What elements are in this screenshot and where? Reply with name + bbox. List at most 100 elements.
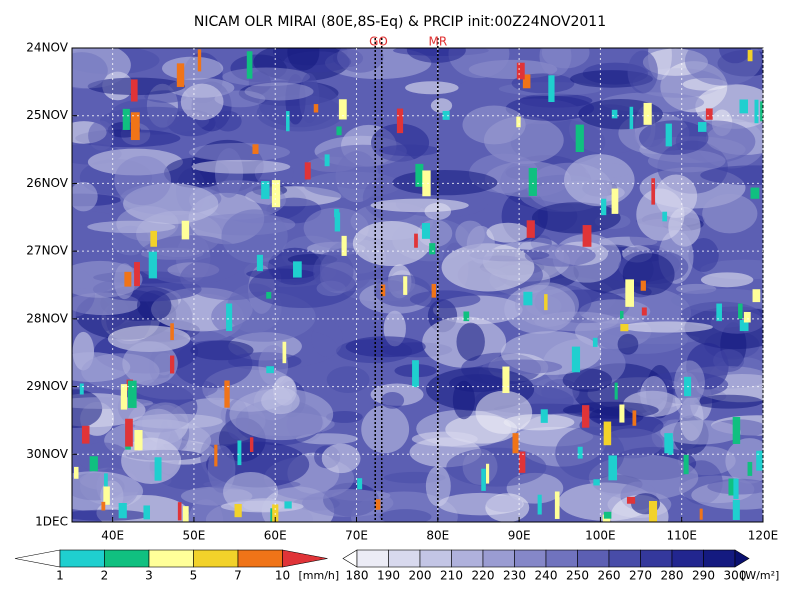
precip-patch — [593, 479, 600, 486]
precip-patch — [431, 283, 437, 298]
cloud-patch — [319, 247, 373, 292]
precip-patch — [154, 457, 162, 481]
precip-patch — [512, 433, 519, 454]
x-tick-label: 90E — [508, 529, 531, 543]
cloud-patch — [694, 394, 763, 409]
precip-patch — [629, 106, 634, 130]
precip-patch — [338, 99, 347, 120]
cloud-patch — [72, 181, 98, 212]
colorbar-arrow — [282, 549, 328, 568]
precip-patch — [421, 223, 430, 239]
precip-patch — [665, 123, 672, 147]
precip-patch — [415, 163, 424, 187]
precip-patch — [683, 454, 689, 475]
cloud-patch — [627, 50, 658, 94]
cloud-patch — [191, 159, 291, 174]
cloud-patch — [72, 397, 154, 409]
colorbar-arrow — [734, 549, 750, 568]
cloud-patch — [539, 48, 572, 77]
cloud-patch — [621, 321, 713, 333]
cloud-patch — [287, 48, 320, 71]
precip-patch — [284, 501, 292, 509]
colorbar-label: 290 — [692, 569, 715, 583]
cloud-patch — [725, 438, 763, 484]
precip-patch — [548, 75, 555, 103]
cloud-patch — [446, 447, 547, 487]
cloud-patch — [455, 220, 485, 249]
precip-patch — [743, 311, 751, 323]
colorbar-box — [577, 549, 610, 568]
colorbar-box — [104, 549, 150, 568]
chart-title: NICAM OLR MIRAI (80E,8S-Eq) & PRCIP init… — [194, 14, 606, 30]
precip-patch — [282, 341, 287, 364]
cloud-patch — [261, 387, 300, 415]
colorbar-label: 5 — [190, 569, 198, 583]
precip-patch — [237, 440, 242, 466]
precip-patch — [601, 198, 607, 216]
colorbar-box — [451, 549, 484, 568]
cloud-patch — [411, 431, 478, 447]
precip-patch — [528, 167, 537, 196]
precip-patch — [246, 51, 253, 79]
x-tick-label: 110E — [666, 529, 697, 543]
precip-patch — [122, 108, 130, 130]
colorbar-box — [608, 549, 641, 568]
colorbar-label: 220 — [472, 569, 495, 583]
precip-patch — [481, 468, 486, 491]
colorbar-box — [356, 549, 389, 568]
precip-patch — [603, 421, 612, 446]
cloud-patch — [246, 268, 316, 280]
precip-patch — [537, 494, 542, 515]
precip-patch — [526, 220, 535, 238]
colorbar-box — [640, 549, 673, 568]
precip-patch — [651, 178, 656, 205]
cloud-patch — [180, 83, 224, 121]
precip-patch — [732, 499, 740, 520]
cloud-patch — [578, 98, 664, 130]
cloud-patch — [406, 48, 466, 63]
y-tick-label: 26NOV — [26, 176, 68, 190]
cloud-patch — [441, 243, 535, 292]
x-tick-label: 40E — [101, 529, 124, 543]
cloud-patch — [361, 405, 410, 454]
precip-patch — [620, 323, 629, 332]
y-tick-label: 25NOV — [26, 108, 68, 122]
precip-patch — [626, 496, 636, 504]
precip-patch — [699, 508, 703, 520]
cloud-patch — [688, 237, 719, 272]
precip-patch — [733, 478, 739, 499]
colorbar-label: 250 — [566, 569, 589, 583]
precip-patch — [611, 188, 619, 214]
precip-patch — [304, 162, 311, 180]
y-tick-label: 29NOV — [26, 379, 68, 393]
cloud-patch — [345, 336, 426, 358]
precip-patch — [125, 418, 133, 447]
cloud-patch — [188, 499, 224, 522]
precip-patch — [739, 319, 749, 332]
precip-patch — [261, 181, 270, 199]
precip-patch — [414, 233, 418, 248]
precip-patch — [554, 491, 560, 519]
precip-patch — [169, 355, 175, 374]
cloud-patch — [636, 188, 685, 241]
precip-patch — [293, 261, 302, 278]
x-tick-label: 100E — [585, 529, 616, 543]
precip-patch — [582, 225, 592, 247]
precip-patch — [266, 291, 272, 299]
cloud-patch — [337, 48, 384, 73]
precip-patch — [463, 311, 470, 322]
cloud-patch — [173, 340, 253, 388]
cloud-patch — [378, 144, 441, 157]
cloud-patch — [373, 274, 432, 307]
precip-patch — [516, 116, 521, 128]
precip-patch — [575, 124, 584, 153]
precip-patch — [522, 74, 531, 89]
marker-label: GO — [369, 35, 388, 49]
cloud-patch — [622, 253, 675, 296]
cloud-patch — [639, 120, 709, 155]
colorbar-unit: [W/m²] — [741, 569, 779, 582]
colorbar-unit: [mm/h] — [299, 569, 340, 582]
precip-patch — [143, 505, 150, 520]
precip-patch — [256, 254, 263, 272]
precip-patch — [130, 79, 138, 102]
